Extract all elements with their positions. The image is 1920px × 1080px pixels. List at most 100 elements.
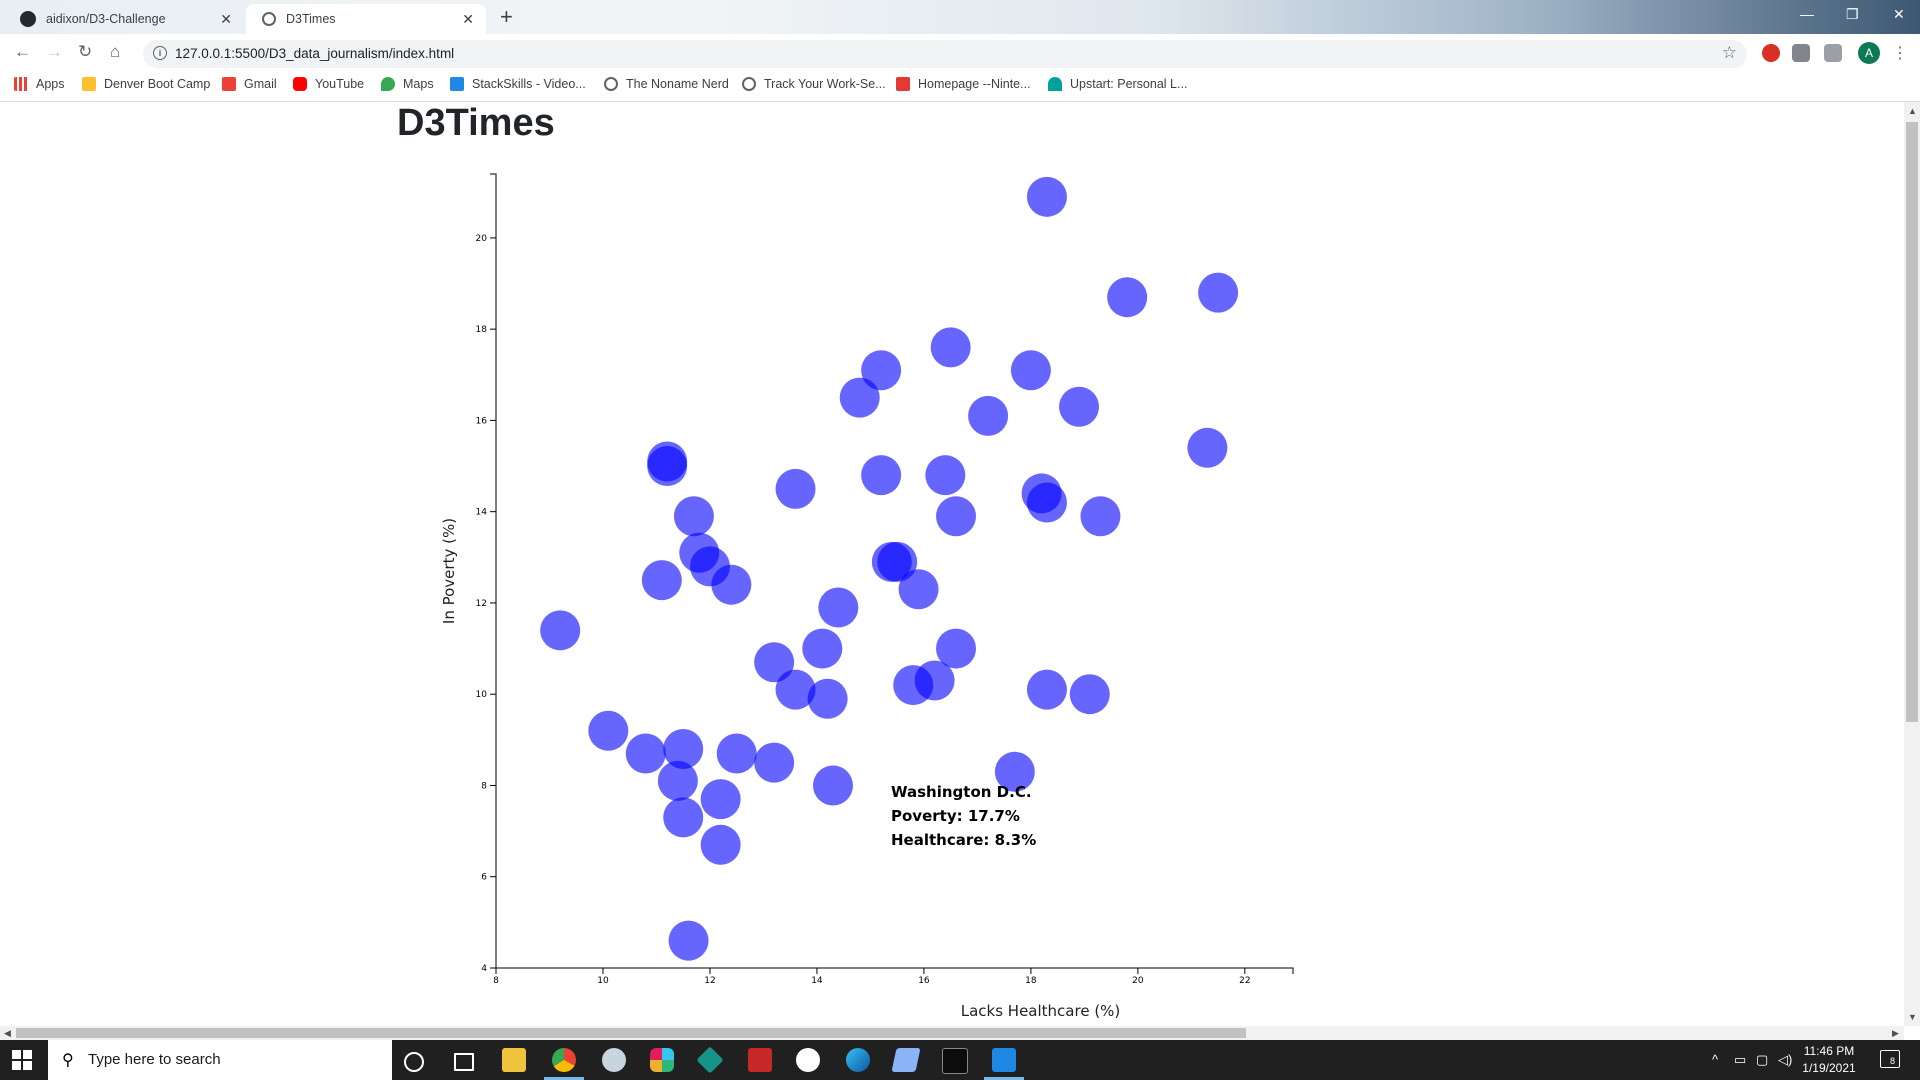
data-point[interactable] <box>877 541 918 582</box>
data-point[interactable] <box>1026 482 1067 523</box>
data-point[interactable] <box>1026 669 1067 710</box>
close-tab-icon[interactable]: ✕ <box>220 10 232 27</box>
data-point[interactable] <box>1069 674 1110 715</box>
bookmark-star-icon[interactable]: ☆ <box>1721 43 1737 62</box>
data-point[interactable] <box>1010 350 1051 391</box>
vertical-scroll-thumb[interactable] <box>1906 122 1918 722</box>
data-point[interactable] <box>936 628 977 669</box>
battery-icon[interactable]: ▭ <box>1734 1052 1747 1067</box>
taskbar-search-box[interactable]: ⚲ Type here to search <box>48 1040 392 1080</box>
data-point[interactable] <box>775 468 816 509</box>
scroll-down-icon[interactable]: ▼ <box>1908 1012 1917 1022</box>
data-point[interactable] <box>711 564 752 605</box>
file-explorer-icon[interactable] <box>502 1048 526 1072</box>
data-point[interactable] <box>754 742 795 783</box>
xbox-icon[interactable] <box>796 1048 820 1072</box>
data-point[interactable] <box>812 765 853 806</box>
data-point[interactable] <box>839 377 880 418</box>
task-view-icon[interactable] <box>454 1053 474 1071</box>
data-point[interactable] <box>925 455 966 496</box>
extension-adblock-icon[interactable] <box>1762 44 1780 62</box>
app-red-icon[interactable] <box>748 1048 772 1072</box>
data-point[interactable] <box>673 496 714 537</box>
data-point[interactable] <box>1080 496 1121 537</box>
data-point[interactable] <box>647 446 688 487</box>
back-icon[interactable]: ← <box>14 42 31 61</box>
data-point[interactable] <box>1059 386 1100 427</box>
scroll-up-icon[interactable]: ▲ <box>1908 106 1917 116</box>
data-point[interactable] <box>898 569 939 610</box>
scroll-right-icon[interactable]: ▶ <box>1892 1028 1899 1038</box>
data-point[interactable] <box>657 760 698 801</box>
forward-icon[interactable]: → <box>46 42 63 61</box>
bookmark-noname-nerd[interactable]: The Noname Nerd <box>604 77 729 91</box>
volume-icon[interactable]: ◁) <box>1778 1052 1793 1067</box>
new-tab-button[interactable]: + <box>500 4 513 29</box>
edge-icon[interactable] <box>846 1048 870 1072</box>
data-point[interactable] <box>775 669 816 710</box>
cortana-icon[interactable] <box>404 1052 424 1072</box>
notepad-icon[interactable] <box>891 1048 921 1072</box>
data-point[interactable] <box>936 496 977 537</box>
data-point[interactable] <box>641 560 682 601</box>
steam-icon[interactable] <box>602 1048 626 1072</box>
data-point[interactable] <box>1107 277 1148 318</box>
data-point[interactable] <box>700 824 741 865</box>
data-point[interactable] <box>663 797 704 838</box>
windows-start-icon[interactable] <box>12 1050 32 1070</box>
data-point[interactable] <box>807 678 848 719</box>
data-point[interactable] <box>663 728 704 769</box>
bookmark-denver-boot-camp[interactable]: Denver Boot Camp <box>82 77 210 91</box>
data-point[interactable] <box>861 350 902 391</box>
tab-d3times[interactable]: D3Times ✕ <box>246 4 486 34</box>
bookmark-nintendo[interactable]: Homepage --Ninte... <box>896 77 1031 91</box>
bookmark-maps[interactable]: Maps <box>381 77 434 91</box>
vscode-icon[interactable] <box>992 1048 1016 1072</box>
bookmark-track-your-work[interactable]: Track Your Work-Se... <box>742 77 886 91</box>
taskbar-clock[interactable]: 11:46 PM 1/19/2021 <box>1794 1043 1864 1077</box>
restore-icon[interactable]: ❐ <box>1846 6 1859 22</box>
bookmark-gmail[interactable]: Gmail <box>222 77 277 91</box>
minimize-icon[interactable]: — <box>1800 6 1814 22</box>
data-point[interactable] <box>1187 427 1228 468</box>
data-point[interactable] <box>588 710 629 751</box>
tab-github[interactable]: aidixon/D3-Challenge ✕ <box>4 4 244 34</box>
url-text[interactable]: 127.0.0.1:5500/D3_data_journalism/index.… <box>175 46 455 61</box>
extension-reader-icon[interactable] <box>1792 44 1810 62</box>
data-point[interactable] <box>1198 272 1239 313</box>
chrome-icon[interactable] <box>552 1048 576 1072</box>
data-point[interactable] <box>754 642 795 683</box>
terminal-icon[interactable] <box>942 1048 968 1074</box>
data-point[interactable] <box>994 751 1035 792</box>
data-point[interactable] <box>700 779 741 820</box>
horizontal-scroll-thumb[interactable] <box>16 1028 1246 1038</box>
notification-center-icon[interactable]: 8 <box>1880 1050 1900 1068</box>
extensions-puzzle-icon[interactable] <box>1824 44 1842 62</box>
tray-chevron-icon[interactable]: ^ <box>1712 1052 1719 1067</box>
data-point[interactable] <box>914 660 955 701</box>
data-point[interactable] <box>540 610 581 651</box>
data-point[interactable] <box>1026 176 1067 217</box>
bookmark-youtube[interactable]: YouTube <box>293 77 364 91</box>
data-point[interactable] <box>861 455 902 496</box>
home-icon[interactable]: ⌂ <box>110 42 121 61</box>
bookmark-stackskills[interactable]: StackSkills - Video... <box>450 77 586 91</box>
bookmark-upstart[interactable]: Upstart: Personal L... <box>1048 77 1187 91</box>
network-icon[interactable]: ▢ <box>1756 1052 1769 1067</box>
close-tab-icon[interactable]: ✕ <box>462 10 474 27</box>
data-point[interactable] <box>930 327 971 368</box>
data-point[interactable] <box>968 395 1009 436</box>
bookmark-apps[interactable]: Apps <box>14 77 65 91</box>
site-info-icon[interactable]: i <box>153 46 167 60</box>
reload-icon[interactable]: ↻ <box>78 42 93 61</box>
scroll-left-icon[interactable]: ◀ <box>4 1028 11 1038</box>
slack-icon[interactable] <box>650 1048 674 1072</box>
data-point[interactable] <box>625 733 666 774</box>
profile-avatar[interactable]: A <box>1858 42 1880 64</box>
address-bar[interactable]: i 127.0.0.1:5500/D3_data_journalism/inde… <box>143 40 1747 68</box>
menu-kebab-icon[interactable]: ⋮ <box>1892 45 1908 62</box>
data-point[interactable] <box>818 587 859 628</box>
close-window-icon[interactable]: ✕ <box>1893 6 1905 22</box>
data-point[interactable] <box>716 733 757 774</box>
data-point[interactable] <box>668 920 709 961</box>
